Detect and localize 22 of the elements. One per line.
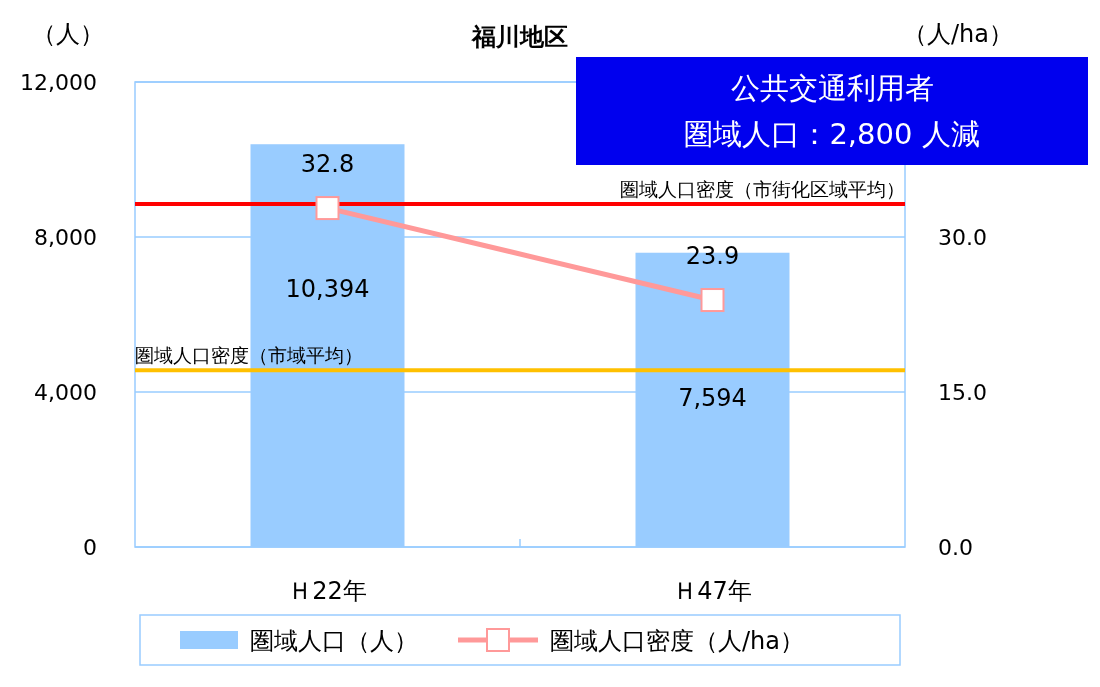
data-label: 7,594 bbox=[678, 383, 747, 412]
data-label: 10,394 bbox=[285, 275, 370, 304]
data-label: 32.8 bbox=[300, 150, 355, 179]
y2-tick-label: 30.0 bbox=[938, 225, 987, 250]
y-tick-label: 12,000 bbox=[20, 70, 97, 95]
y-axis-title: （人） bbox=[32, 20, 104, 48]
x-tick-label: Ｈ22年 bbox=[288, 577, 367, 605]
data-label: 23.9 bbox=[685, 242, 740, 271]
legend-label: 圏域人口密度（人/ha） bbox=[550, 627, 805, 655]
y-tick-label: 0 bbox=[83, 535, 97, 560]
chart-title: 福川地区 bbox=[471, 23, 568, 51]
ref-line-label: 圏域人口密度（市域平均） bbox=[135, 344, 363, 367]
y-tick-label: 8,000 bbox=[34, 225, 97, 250]
annotation: 圏域人口：2,800 人減 bbox=[684, 117, 980, 151]
ref-line-label: 圏域人口密度（市街化区域平均） bbox=[620, 177, 905, 200]
legend-label: 圏域人口（人） bbox=[250, 627, 418, 655]
y2-axis-title: （人/ha） bbox=[902, 20, 1014, 48]
x-tick-label: Ｈ47年 bbox=[673, 577, 752, 605]
y2-tick-label: 15.0 bbox=[938, 380, 987, 405]
annotation: 公共交通利用者 bbox=[730, 71, 934, 105]
y-tick-label: 4,000 bbox=[34, 380, 97, 405]
y2-tick-label: 0.0 bbox=[938, 535, 973, 560]
